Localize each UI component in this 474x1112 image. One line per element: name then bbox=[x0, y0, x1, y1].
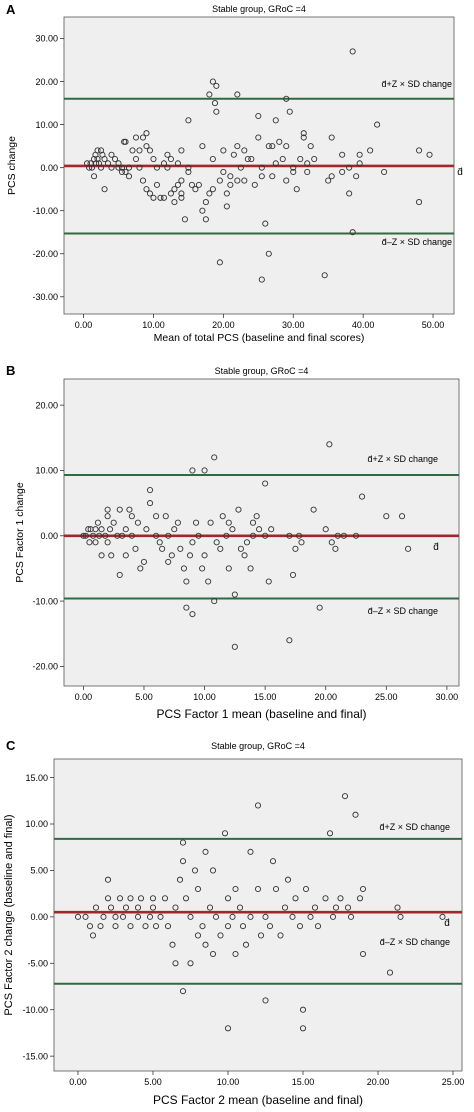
x-tick-label: 0.00 bbox=[75, 692, 93, 702]
x-tick-label: 10.00 bbox=[217, 1077, 240, 1087]
y-tick-label: -20.00 bbox=[32, 249, 58, 259]
y-tick-label: -5.00 bbox=[27, 958, 48, 968]
panel-c: C Stable group, GRoC =4 -15.00 -10.00 -5.00 0… bbox=[3, 738, 464, 1107]
chart-title: Stable group, GRoC =4 bbox=[215, 366, 309, 376]
panel-b: B Stable group, GRoC =4 -20.00 -10.00 0.00 10… bbox=[6, 363, 459, 721]
x-tick-label: 20.00 bbox=[367, 1077, 390, 1087]
mean-label: d̄ bbox=[433, 542, 439, 553]
x-axis-label: PCS Factor 1 mean (baseline and final) bbox=[156, 707, 366, 721]
panel-letter: B bbox=[6, 363, 15, 378]
y-tick-label: 15.00 bbox=[25, 773, 48, 783]
x-tick-label: 30.00 bbox=[436, 692, 459, 702]
lower-limit-label: d̄–Z × SD change bbox=[382, 237, 452, 247]
x-tick-label: 50.00 bbox=[422, 320, 445, 330]
x-tick-label: 20.00 bbox=[212, 320, 235, 330]
x-axis-label: Mean of total PCS (baseline and final sc… bbox=[154, 332, 365, 344]
upper-limit-label: d̄+Z × SD change bbox=[367, 454, 438, 464]
y-tick-label: -30.00 bbox=[32, 292, 58, 302]
y-tick-label: 20.00 bbox=[35, 400, 58, 410]
y-tick-label: 5.00 bbox=[30, 866, 48, 876]
y-tick-label: 0.00 bbox=[40, 163, 58, 173]
chart-title: Stable group, GRoC =4 bbox=[211, 741, 305, 751]
panel-letter: A bbox=[6, 2, 16, 17]
lower-limit-label: d̄–Z × SD change bbox=[368, 606, 438, 616]
y-axis-label: PCS change bbox=[6, 136, 18, 195]
y-axis-label: PCS Factor 2 change (baseline and final) bbox=[3, 814, 15, 1015]
y-tick-label: 10.00 bbox=[35, 466, 58, 476]
plot-area bbox=[64, 379, 459, 686]
x-tick-label: 5.00 bbox=[144, 1077, 162, 1087]
y-tick-label: 30.00 bbox=[35, 34, 58, 44]
x-tick-label: 10.00 bbox=[142, 320, 165, 330]
lower-limit-label: d̄–Z × SD change bbox=[380, 937, 450, 947]
x-tick-label: 40.00 bbox=[352, 320, 375, 330]
y-tick-label: -20.00 bbox=[32, 662, 58, 672]
chart-title: Stable group, GRoC =4 bbox=[212, 4, 306, 14]
y-tick-label: -15.00 bbox=[22, 1051, 48, 1061]
plot-area bbox=[54, 759, 462, 1071]
x-tick-label: 30.00 bbox=[282, 320, 305, 330]
x-tick-label: 25.00 bbox=[375, 692, 398, 702]
y-tick-label: -10.00 bbox=[32, 206, 58, 216]
x-tick-label: 15.00 bbox=[292, 1077, 315, 1087]
mean-label: d̄ bbox=[444, 918, 450, 929]
y-tick-label: 0.00 bbox=[30, 912, 48, 922]
mean-label: d̄ bbox=[457, 167, 463, 178]
panel-a: A Stable group, GRoC =4 -30.00 -20.00 -10.00… bbox=[6, 2, 463, 344]
x-tick-label: 10.00 bbox=[193, 692, 216, 702]
y-tick-label: 20.00 bbox=[35, 77, 58, 87]
x-tick-label: 20.00 bbox=[314, 692, 337, 702]
x-tick-label: 5.00 bbox=[135, 692, 153, 702]
y-tick-label: 0.00 bbox=[40, 531, 58, 541]
y-tick-label: -10.00 bbox=[32, 596, 58, 606]
x-tick-label: 0.00 bbox=[75, 320, 93, 330]
y-tick-label: 10.00 bbox=[35, 120, 58, 130]
x-axis-label: PCS Factor 2 mean (baseline and final) bbox=[153, 1093, 363, 1107]
upper-limit-label: d̄+Z × SD change bbox=[381, 79, 452, 89]
x-tick-label: 0.00 bbox=[69, 1077, 87, 1087]
panel-letter: C bbox=[6, 738, 16, 753]
upper-limit-label: d̄+Z × SD change bbox=[379, 822, 450, 832]
y-axis-label: PCS Factor 1 change bbox=[14, 482, 26, 583]
x-tick-label: 15.00 bbox=[254, 692, 277, 702]
y-tick-label: -10.00 bbox=[22, 1005, 48, 1015]
y-tick-label: 10.00 bbox=[25, 819, 48, 829]
x-tick-label: 25.00 bbox=[442, 1077, 465, 1087]
